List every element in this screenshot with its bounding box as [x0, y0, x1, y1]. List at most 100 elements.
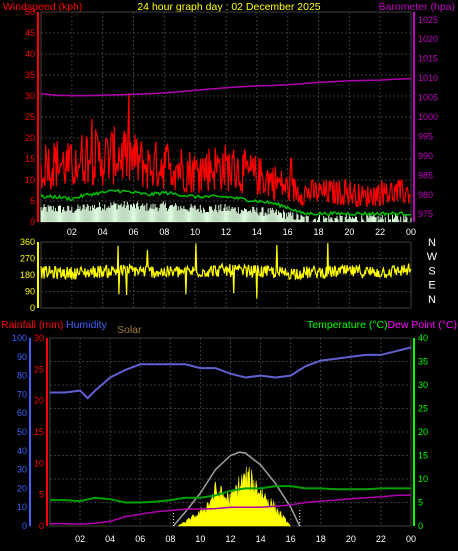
humidity-tick-label: 90 [17, 352, 27, 362]
time-tick-label: 14 [252, 227, 262, 237]
wind-direction-line [40, 243, 412, 299]
windspeed-axis-title: Windspeed (kph) [3, 1, 82, 13]
barometer-tick-label: 1020 [418, 34, 438, 44]
temperature-axis-title: Temperature (°C) [307, 319, 388, 331]
time-tick-label: 20 [344, 227, 354, 237]
windspeed-tick-label: 20 [25, 133, 35, 143]
barometer-tick-label: 995 [418, 131, 433, 141]
windspeed-tick-label: 35 [25, 70, 35, 80]
rainfall-tick-label: 10 [34, 458, 44, 468]
compass-label: S [428, 265, 435, 277]
solar-label: Solar [117, 324, 142, 336]
time-tick-label: 04 [105, 534, 115, 544]
temperature-tick-label: 40 [418, 333, 428, 343]
time-tick-label: 04 [98, 227, 108, 237]
windspeed-tick-label: 30 [25, 91, 35, 101]
windspeed-tick-label: 40 [25, 49, 35, 59]
humidity-tick-label: 60 [17, 408, 27, 418]
humidity-axis-title: Humidity [66, 319, 108, 331]
barometer-tick-label: 975 [418, 209, 433, 219]
rainfall-tick-label: 5 [39, 490, 44, 500]
temperature-tick-label: 25 [418, 404, 428, 414]
dew-point-axis-title: Dew Point (°C) [387, 319, 457, 331]
rainfall-tick-label: 30 [34, 333, 44, 343]
humidity-tick-label: 100 [12, 333, 27, 343]
time-tick-label: 00 [406, 227, 416, 237]
time-tick-label: 22 [376, 534, 386, 544]
direction-tick-label: 360 [20, 237, 35, 247]
barometer-line [40, 77, 412, 97]
solar-max-curve [172, 451, 301, 527]
time-tick-label: 20 [346, 534, 356, 544]
humidity-tick-label: 20 [17, 483, 27, 493]
time-tick-label: 16 [286, 534, 296, 544]
direction-tick-label: 0 [30, 303, 35, 313]
compass-label: N [428, 294, 436, 306]
rainfall-tick-label: 25 [34, 364, 44, 374]
windspeed-tick-label: 45 [25, 28, 35, 38]
barometer-tick-label: 990 [418, 151, 433, 161]
compass-label: W [427, 251, 438, 263]
temperature-tick-label: 30 [418, 380, 428, 390]
chart-title: 24 hour graph day : 02 December 2025 [137, 1, 320, 13]
time-tick-label: 02 [75, 534, 85, 544]
barometer-tick-label: 1000 [418, 112, 438, 122]
temperature-tick-label: 35 [418, 357, 428, 367]
barometer-axis-title: Barometer (hpa) [379, 1, 455, 13]
humidity-tick-label: 0 [22, 521, 27, 531]
windspeed-tick-label: 25 [25, 112, 35, 122]
rainfall-tick-label: 0 [39, 521, 44, 531]
time-tick-label: 10 [195, 534, 205, 544]
time-tick-label: 08 [159, 227, 169, 237]
time-tick-label: 16 [283, 227, 293, 237]
barometer-tick-label: 1015 [418, 54, 438, 64]
barometer-tick-label: 1010 [418, 73, 438, 83]
windspeed-tick-label: 50 [25, 7, 35, 17]
rainfall-axis-title: Rainfall (mm) [1, 319, 63, 331]
humidity-line [50, 346, 412, 400]
barometer-tick-label: 980 [418, 190, 433, 200]
time-tick-label: 06 [128, 227, 138, 237]
dew-point-line [50, 494, 412, 525]
barometer-tick-label: 1005 [418, 93, 438, 103]
time-tick-label: 00 [406, 534, 416, 544]
direction-tick-label: 90 [25, 287, 35, 297]
compass-label: N [428, 237, 436, 249]
time-tick-label: 14 [256, 534, 266, 544]
barometer-tick-label: 1025 [418, 15, 438, 25]
barometer-tick-label: 985 [418, 170, 433, 180]
temperature-tick-label: 0 [418, 521, 423, 531]
humidity-tick-label: 80 [17, 371, 27, 381]
direction-tick-label: 270 [20, 254, 35, 264]
time-tick-label: 10 [190, 227, 200, 237]
time-tick-label: 12 [225, 534, 235, 544]
wind-gust-line [40, 92, 412, 208]
windspeed-tick-label: 0 [30, 217, 35, 227]
windspeed-tick-label: 10 [25, 175, 35, 185]
time-tick-label: 12 [221, 227, 231, 237]
temperature-tick-label: 20 [418, 427, 428, 437]
windspeed-tick-label: 5 [30, 196, 35, 206]
wind-average-line [40, 188, 412, 217]
time-tick-label: 06 [135, 534, 145, 544]
time-tick-label: 02 [67, 227, 77, 237]
temp-humidity-panel: 0 10 20 30 40 50 60 70 80 90 100 0 5 10 15 20 25 30 0 5 10… [12, 333, 428, 544]
time-tick-label: 18 [313, 227, 323, 237]
rainfall-tick-label: 20 [34, 396, 44, 406]
humidity-tick-label: 40 [17, 446, 27, 456]
solar-area [176, 466, 292, 527]
time-tick-label: 08 [165, 534, 175, 544]
time-tick-label: 22 [375, 227, 385, 237]
temperature-tick-label: 10 [418, 474, 428, 484]
windspeed-tick-label: 15 [25, 154, 35, 164]
humidity-tick-label: 10 [17, 502, 27, 512]
humidity-tick-label: 30 [17, 465, 27, 475]
compass-label: E [428, 280, 435, 292]
temperature-line [50, 485, 411, 504]
humidity-tick-label: 50 [17, 427, 27, 437]
temperature-tick-label: 5 [418, 498, 423, 508]
time-tick-label: 18 [316, 534, 326, 544]
